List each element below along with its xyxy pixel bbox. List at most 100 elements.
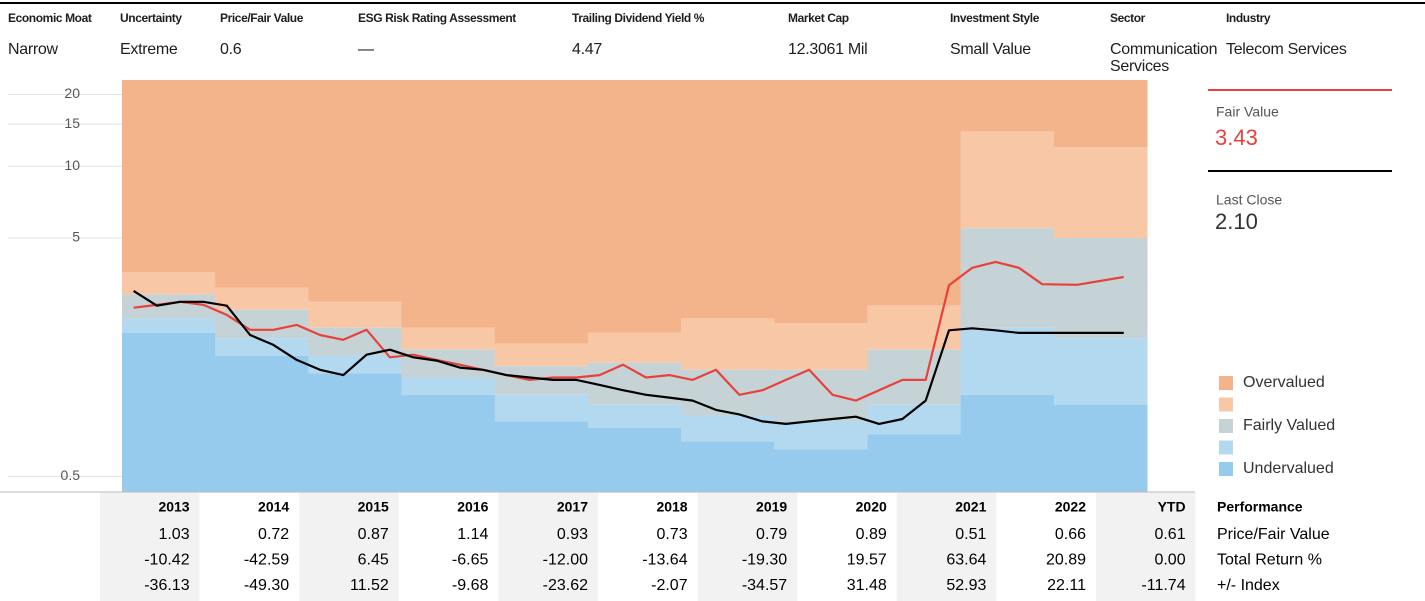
valuation-band — [587, 427, 682, 492]
valuation-band — [1053, 80, 1148, 148]
table-cell: 63.64 — [946, 552, 986, 569]
y-tick-label: 0.5 — [61, 467, 81, 483]
table-cell: 0.00 — [1154, 552, 1185, 569]
valuation-band — [1053, 404, 1148, 492]
valuation-band — [681, 80, 775, 319]
price-line — [133, 289, 1124, 425]
valuation-band — [308, 327, 403, 356]
valuation-band — [1053, 147, 1148, 238]
row-label: Total Return % — [1217, 552, 1322, 569]
valuation-band — [1053, 338, 1148, 405]
valuation-band — [774, 80, 868, 323]
valuation-band — [867, 80, 962, 306]
valuation-band — [960, 131, 1055, 229]
column-header: 2018 — [656, 499, 687, 515]
valuation-band — [960, 327, 1055, 395]
valuation-band — [681, 415, 775, 442]
legend-swatch — [1219, 397, 1233, 412]
table-title: Performance — [1217, 499, 1303, 515]
field-label: Economic Moat — [8, 11, 92, 25]
valuation-band — [960, 80, 1055, 132]
table-cell: -36.13 — [144, 577, 189, 594]
valuation-band — [960, 394, 1055, 492]
last-close-label: Last Close — [1216, 192, 1282, 208]
valuation-band — [401, 80, 496, 328]
field-value: — — [358, 41, 374, 58]
field-label: Investment Style — [950, 11, 1039, 25]
valuation-band — [308, 373, 403, 492]
column-header: 2014 — [258, 499, 289, 515]
table-cell: 22.11 — [1047, 577, 1086, 594]
valuation-band — [215, 355, 309, 492]
valuation-band — [774, 369, 868, 422]
valuation-band — [681, 318, 775, 370]
legend-swatch — [1219, 419, 1233, 433]
valuation-band — [1053, 237, 1148, 339]
valuation-band — [774, 322, 868, 370]
legend-label: Overvalued — [1243, 374, 1325, 391]
valuation-band — [401, 394, 496, 492]
valuation-band — [867, 434, 962, 492]
table-cell: 31.48 — [847, 577, 887, 594]
legend-swatch — [1219, 376, 1233, 390]
table-cell: -34.57 — [742, 577, 787, 594]
valuation-band — [960, 228, 1055, 328]
valuation-band — [774, 449, 868, 492]
field-value: 4.47 — [572, 41, 602, 58]
column-header: 2022 — [1055, 499, 1086, 515]
table-cell: 0.93 — [557, 526, 588, 543]
field-label: Market Cap — [788, 11, 849, 25]
table-cell: -10.42 — [144, 552, 189, 569]
valuation-band — [215, 287, 309, 310]
y-tick-label: 15 — [64, 115, 80, 131]
column-header: YTD — [1158, 499, 1186, 515]
valuation-band — [494, 394, 589, 422]
table-cell: -6.65 — [452, 552, 489, 569]
valuation-band — [587, 332, 682, 363]
field-value: 0.6 — [220, 41, 242, 58]
valuation-band — [308, 301, 403, 328]
field-value: Communication Services — [1110, 41, 1218, 75]
table-cell: 0.89 — [856, 526, 887, 543]
table-cell: 0.51 — [955, 526, 986, 543]
field-label: Trailing Dividend Yield % — [572, 11, 705, 25]
table-cell: 0.72 — [258, 526, 289, 543]
field-value: Narrow — [8, 41, 58, 58]
table-cell: 19.57 — [847, 552, 887, 569]
table-cell: -12.00 — [543, 552, 588, 569]
table-cell: 20.89 — [1046, 552, 1086, 569]
table-cell: -49.30 — [244, 577, 289, 594]
valuation-band — [401, 327, 496, 350]
field-label: Uncertainty — [120, 11, 182, 25]
field-value: Small Value — [950, 41, 1031, 58]
valuation-band — [587, 404, 682, 428]
valuation-band — [122, 294, 216, 319]
legend-swatch — [1219, 440, 1233, 455]
column-shade — [697, 492, 798, 601]
field-value: Extreme — [120, 41, 178, 58]
y-tick-label: 5 — [72, 229, 80, 245]
column-header: 2017 — [557, 499, 588, 515]
valuation-band — [122, 318, 216, 333]
legend-label: Undervalued — [1243, 460, 1334, 477]
field-value: Telecom Services — [1226, 41, 1347, 58]
fair-value-value: 3.43 — [1215, 125, 1258, 150]
field-value: 12.3061 Mil — [788, 41, 868, 58]
table-cell: 6.45 — [358, 552, 389, 569]
valuation-band — [122, 272, 216, 295]
column-header: 2016 — [457, 499, 488, 515]
table-cell: 0.61 — [1154, 526, 1185, 543]
field-label: Price/Fair Value — [220, 11, 303, 25]
column-shade — [299, 492, 399, 601]
table-cell: -9.68 — [452, 577, 489, 594]
valuation-band — [867, 305, 962, 350]
table-cell: -2.07 — [651, 577, 688, 594]
legend-swatch — [1219, 462, 1233, 476]
valuation-band — [867, 349, 962, 405]
valuation-band — [681, 441, 775, 492]
column-shade — [896, 492, 997, 601]
table-cell: 11.52 — [350, 577, 389, 594]
valuation-band — [494, 343, 589, 367]
